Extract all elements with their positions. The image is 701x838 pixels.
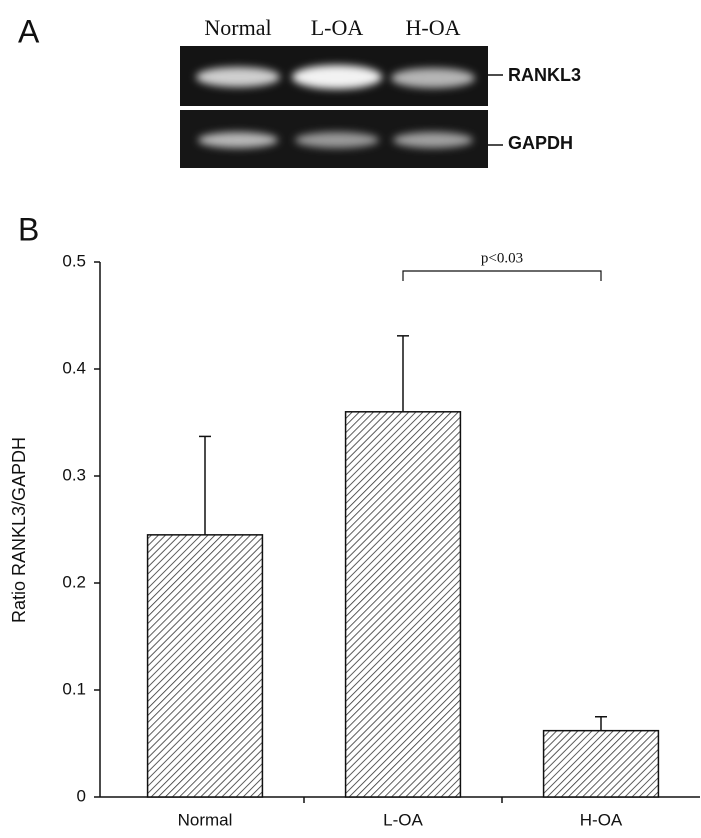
x-tick-label: Normal [178, 810, 233, 829]
bar [146, 534, 264, 798]
panel-label: B [18, 211, 39, 247]
y-axis-label: Ratio RANKL3/GAPDH [9, 437, 29, 623]
lane-label: Normal [204, 15, 271, 40]
lane-label: H-OA [406, 15, 461, 40]
y-tick-label: 0.1 [62, 679, 86, 698]
x-tick-label: L-OA [383, 810, 423, 829]
bar [344, 411, 462, 798]
band-label: GAPDH [508, 133, 573, 153]
panel-label: A [18, 13, 40, 49]
significance-bracket [402, 270, 602, 281]
band-label: RANKL3 [508, 65, 581, 85]
y-tick-label: 0 [77, 786, 86, 805]
y-tick-label: 0.3 [62, 465, 86, 484]
y-tick-label: 0.2 [62, 572, 86, 591]
x-tick-label: H-OA [580, 810, 623, 829]
annotation: p<0.03 [481, 250, 523, 266]
y-tick-label: 0.4 [62, 358, 86, 377]
gel-image [180, 46, 503, 168]
lane-label: L-OA [311, 15, 364, 40]
y-tick-label: 0.5 [62, 251, 86, 270]
bar [542, 729, 660, 798]
